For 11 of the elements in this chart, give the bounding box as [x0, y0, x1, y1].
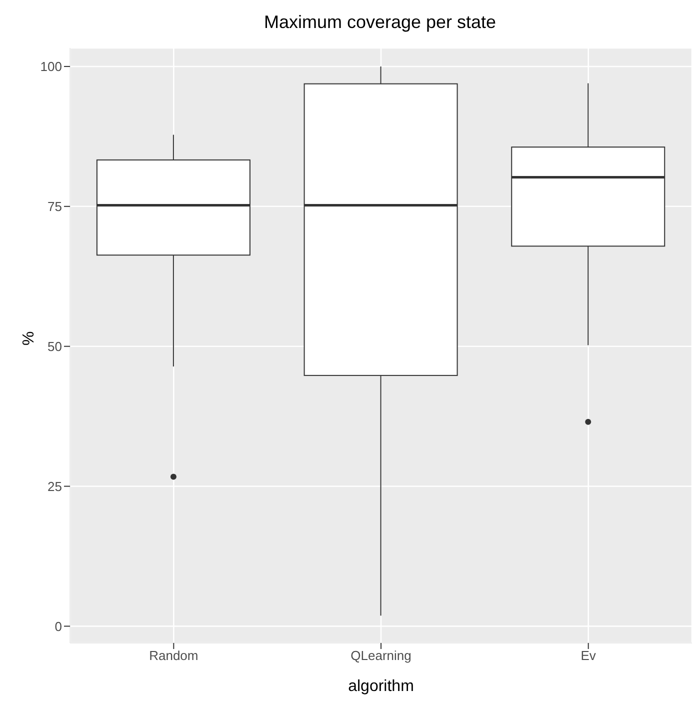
y-tick-label: 50 [48, 338, 62, 354]
x-axis-title: algorithm [348, 678, 414, 695]
x-tick-label: Ev [580, 648, 596, 664]
y-tick-label: 25 [48, 478, 62, 494]
x-tick-label: QLearning [350, 648, 412, 664]
chart-title: Maximum coverage per state [262, 11, 498, 34]
y-tick-label: 100 [40, 59, 62, 74]
y-tick-label: 75 [48, 199, 62, 214]
y-tick-label: 0 [54, 618, 62, 634]
x-tick-label: Random [149, 648, 198, 664]
y-axis-title: % [20, 331, 38, 346]
